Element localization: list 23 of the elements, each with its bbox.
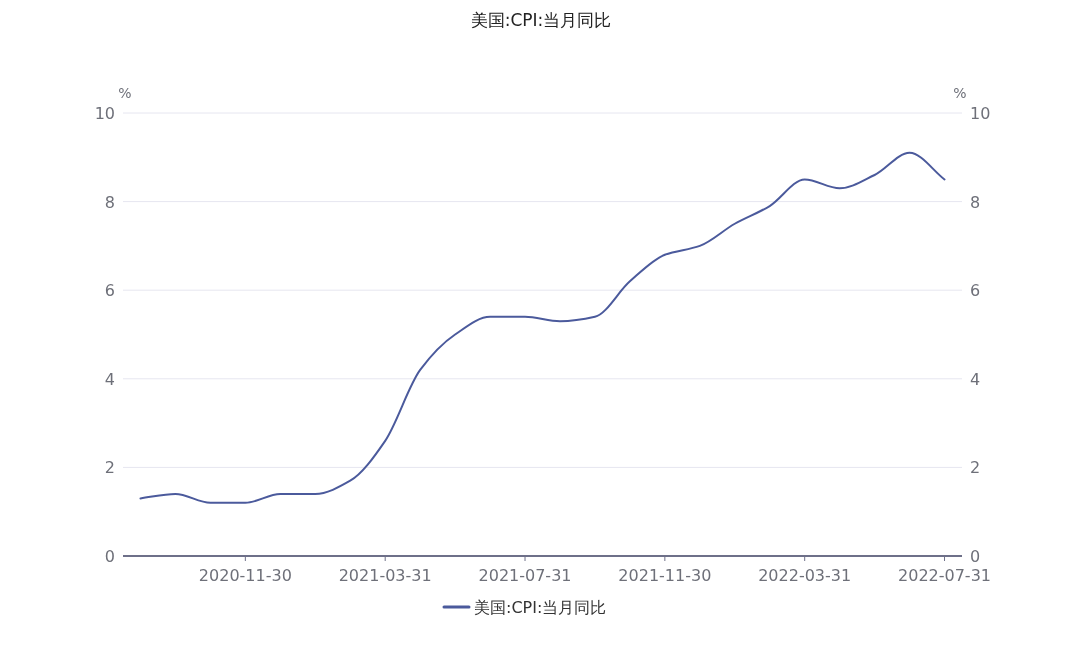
y-tick-label: 0 bbox=[104, 547, 115, 566]
x-tick-label: 2021-11-30 bbox=[618, 566, 712, 585]
y-tick-label: 6 bbox=[104, 281, 115, 301]
x-tick-label: 2022-07-31 bbox=[898, 566, 992, 585]
x-tick-label: 2020-11-30 bbox=[198, 566, 292, 585]
x-tick-label: 2022-03-31 bbox=[758, 566, 852, 585]
y2-tick-label: 8 bbox=[970, 192, 981, 212]
y2-tick-label: 4 bbox=[970, 369, 981, 389]
line-series bbox=[139, 151, 946, 504]
chart-title: 美国:CPI:当月同比 bbox=[470, 10, 612, 30]
legend-label: 美国:CPI:当月同比 bbox=[474, 598, 607, 617]
y-tick-label: 2 bbox=[104, 458, 115, 478]
y2-axis-title: % bbox=[953, 85, 967, 101]
y-tick-label: 8 bbox=[104, 192, 115, 212]
y2-tick-label: 10 bbox=[970, 104, 991, 123]
x-tick-label: 2021-07-31 bbox=[478, 566, 572, 585]
y2-tick-label: 2 bbox=[970, 458, 981, 478]
y-tick-label: 10 bbox=[94, 104, 115, 123]
y2-tick-label: 0 bbox=[970, 547, 981, 566]
y-tick-label: 4 bbox=[104, 369, 115, 389]
y-axis-title: % bbox=[118, 85, 132, 101]
y2-tick-label: 6 bbox=[970, 281, 981, 301]
x-tick-label: 2021-03-31 bbox=[338, 566, 432, 585]
